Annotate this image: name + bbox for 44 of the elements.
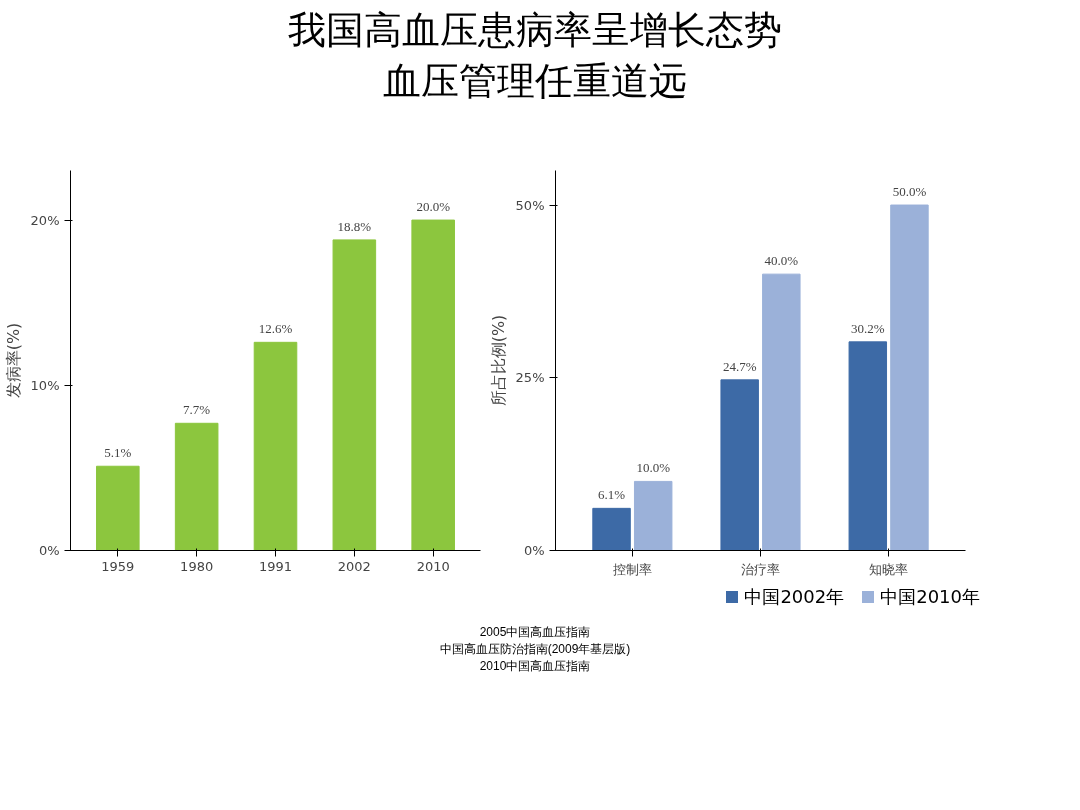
x-tick-label: 1980 [180, 558, 214, 574]
data-label: 18.8% [337, 218, 372, 234]
y-tick-label: 0% [523, 543, 545, 558]
bar [592, 507, 631, 551]
y-tick-label: 25% [515, 370, 545, 386]
x-tick-label: 1991 [258, 558, 293, 574]
bar [253, 341, 298, 551]
x-tick-label: 2010 [416, 558, 450, 574]
y-tick-label: 50% [515, 197, 545, 213]
bar [720, 379, 759, 551]
bar [411, 219, 455, 551]
data-label: 40.0% [764, 253, 799, 269]
x-tick-label: 控制率 [612, 561, 652, 577]
x-tick-label: 治疗率 [741, 561, 780, 577]
text: 2010中国高血压指南 [479, 659, 591, 674]
bar [762, 273, 801, 551]
bar [890, 204, 929, 551]
data-label: 5.1% [104, 445, 132, 461]
legend-label: 中国2002年 [744, 586, 845, 607]
text: 2005中国高血压指南 [479, 625, 591, 639]
chart-title: 我国高血压患病率呈增长态势血压管理任重道远 [287, 7, 783, 106]
legend-label: 中国2010年 [880, 586, 980, 607]
bar [633, 480, 673, 551]
bar [332, 239, 377, 551]
x-tick-label: 1959 [101, 558, 135, 574]
data-label: 12.6% [258, 321, 293, 337]
data-label: 10.0% [636, 460, 671, 476]
bar [174, 422, 219, 551]
bar [848, 341, 888, 551]
x-tick-label: 知晓率 [869, 561, 909, 577]
y-tick-label: 10% [30, 377, 60, 393]
data-label: 30.2% [851, 320, 885, 336]
data-label: 50.0% [892, 184, 927, 200]
y-axis-title: 所占比例(%) [488, 314, 508, 407]
y-tick-label: 20% [30, 212, 60, 228]
y-tick-label: 0% [38, 543, 60, 558]
text: 中国高血压防治指南(2009年基层版) [439, 642, 631, 657]
data-label: 20.0% [416, 199, 451, 215]
data-label: 6.1% [598, 487, 626, 503]
data-label: 24.7% [722, 358, 757, 374]
data-label: 7.7% [183, 402, 211, 418]
y-axis-title: 发病率(%) [3, 322, 23, 399]
x-tick-label: 2002 [337, 558, 371, 574]
bar [96, 465, 140, 551]
